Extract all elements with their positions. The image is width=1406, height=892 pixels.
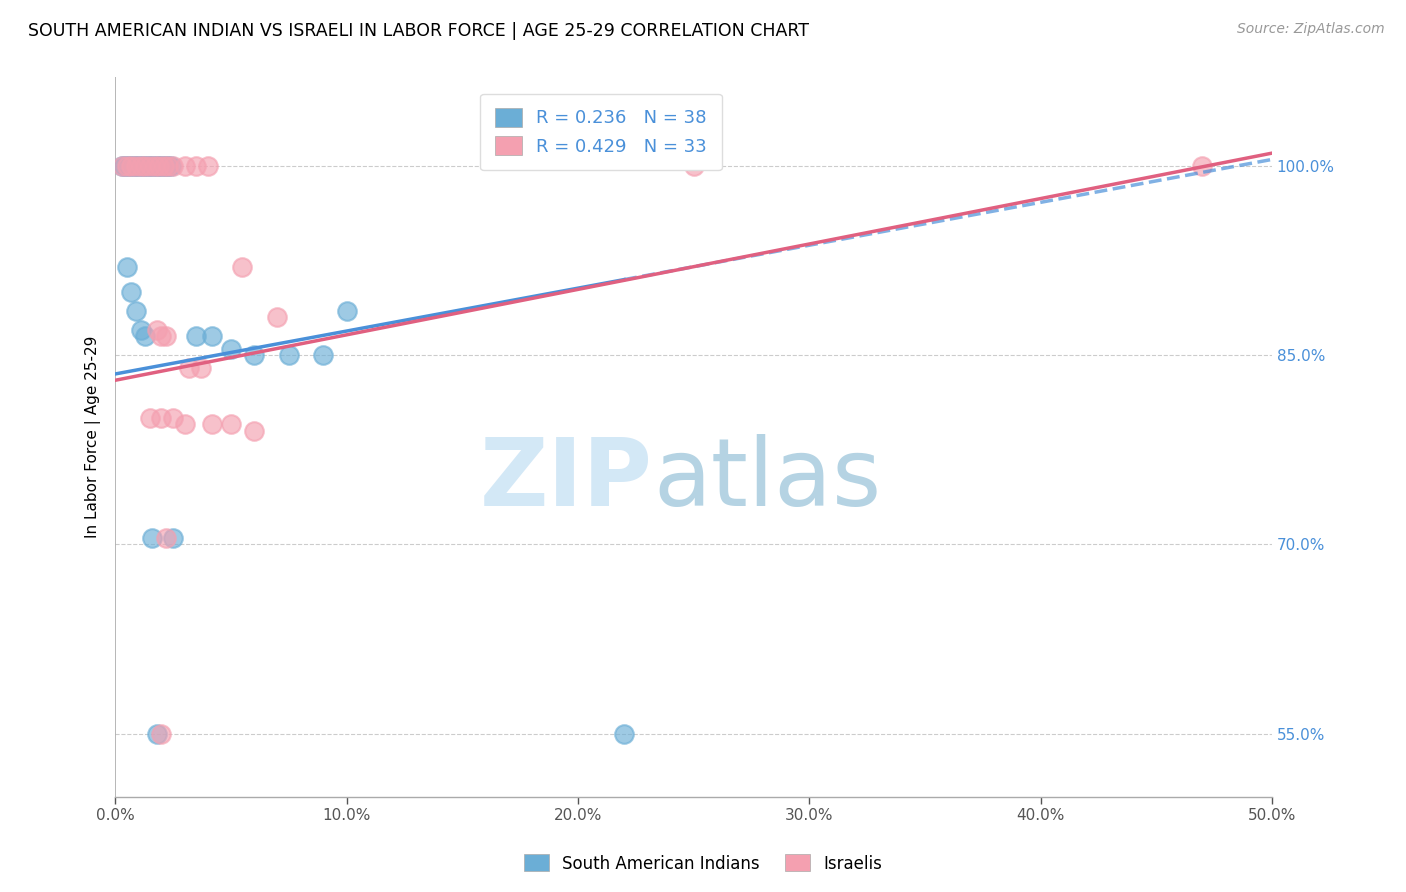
Point — [146, 726, 169, 740]
Point — [125, 159, 148, 173]
Point — [186, 329, 208, 343]
Point — [125, 304, 148, 318]
Point — [139, 411, 162, 425]
Y-axis label: In Labor Force | Age 25-29: In Labor Force | Age 25-29 — [86, 336, 101, 538]
Point — [277, 348, 299, 362]
Point — [173, 159, 195, 173]
Point — [146, 323, 169, 337]
Point — [143, 159, 166, 173]
Point — [155, 329, 177, 343]
Point — [335, 304, 357, 318]
Point — [159, 159, 181, 173]
Point — [186, 159, 208, 173]
Point — [162, 159, 184, 173]
Point — [157, 159, 180, 173]
Point — [136, 159, 159, 173]
Point — [1191, 159, 1213, 173]
Point — [134, 329, 156, 343]
Point — [197, 159, 219, 173]
Point — [129, 159, 152, 173]
Point — [152, 159, 174, 173]
Point — [129, 159, 152, 173]
Point — [201, 329, 224, 343]
Point — [162, 411, 184, 425]
Point — [111, 159, 134, 173]
Point — [150, 329, 173, 343]
Point — [231, 260, 253, 274]
Point — [150, 411, 173, 425]
Point — [134, 159, 156, 173]
Point — [243, 348, 266, 362]
Point — [127, 159, 149, 173]
Point — [115, 159, 138, 173]
Point — [201, 417, 224, 432]
Point — [148, 159, 170, 173]
Point — [134, 159, 156, 173]
Point — [146, 159, 169, 173]
Point — [115, 260, 138, 274]
Point — [150, 726, 173, 740]
Point — [125, 159, 148, 173]
Point — [219, 342, 242, 356]
Point — [141, 159, 163, 173]
Point — [120, 285, 142, 299]
Legend: R = 0.236   N = 38, R = 0.429   N = 33: R = 0.236 N = 38, R = 0.429 N = 33 — [481, 94, 721, 170]
Point — [190, 360, 212, 375]
Point — [682, 159, 704, 173]
Point — [120, 159, 142, 173]
Point — [148, 159, 170, 173]
Point — [219, 417, 242, 432]
Point — [111, 159, 134, 173]
Point — [312, 348, 335, 362]
Point — [243, 424, 266, 438]
Point — [173, 417, 195, 432]
Point — [132, 159, 155, 173]
Point — [143, 159, 166, 173]
Text: ZIP: ZIP — [481, 434, 652, 526]
Point — [139, 159, 162, 173]
Point — [118, 159, 141, 173]
Text: SOUTH AMERICAN INDIAN VS ISRAELI IN LABOR FORCE | AGE 25-29 CORRELATION CHART: SOUTH AMERICAN INDIAN VS ISRAELI IN LABO… — [28, 22, 808, 40]
Point — [613, 726, 636, 740]
Point — [179, 360, 201, 375]
Point — [141, 531, 163, 545]
Point — [155, 531, 177, 545]
Point — [152, 159, 174, 173]
Point — [114, 159, 136, 173]
Point — [157, 159, 180, 173]
Point — [266, 310, 288, 325]
Text: atlas: atlas — [652, 434, 882, 526]
Point — [162, 531, 184, 545]
Point — [115, 159, 138, 173]
Text: Source: ZipAtlas.com: Source: ZipAtlas.com — [1237, 22, 1385, 37]
Point — [122, 159, 145, 173]
Point — [150, 159, 173, 173]
Legend: South American Indians, Israelis: South American Indians, Israelis — [517, 847, 889, 880]
Point — [120, 159, 142, 173]
Point — [155, 159, 177, 173]
Point — [139, 159, 162, 173]
Point — [129, 323, 152, 337]
